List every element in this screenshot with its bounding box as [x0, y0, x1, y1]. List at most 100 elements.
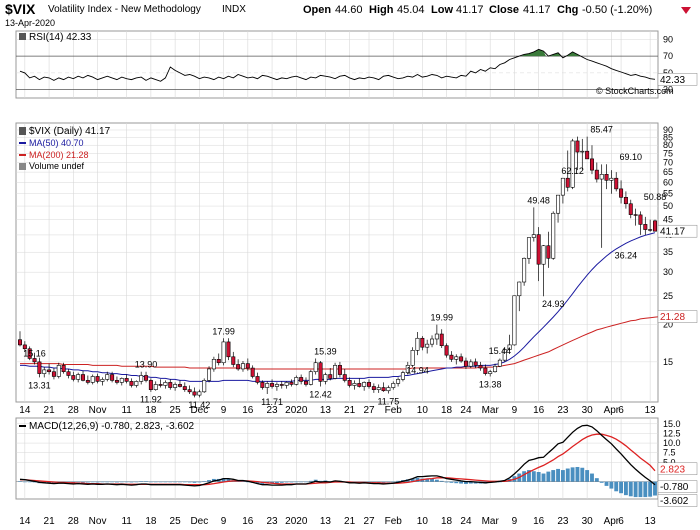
price-tick-label: 65	[663, 167, 673, 177]
candle-body	[22, 344, 27, 350]
candle-body	[376, 387, 381, 390]
macd-histogram-bar	[415, 477, 420, 482]
candle-body	[236, 364, 241, 370]
symbol-label: $VIX	[5, 1, 36, 17]
x-axis-label: 28	[68, 405, 80, 416]
price-tick-label: 50	[663, 201, 673, 211]
rsi-tick-label: 90	[663, 34, 673, 44]
candle-body	[522, 257, 527, 283]
macd-tick-label: 5.0	[663, 457, 676, 467]
macd-histogram-bar	[81, 481, 85, 483]
low-label: Low	[431, 4, 453, 16]
x-axis-label: 27	[363, 516, 375, 527]
price-tick-label: 75	[663, 149, 673, 159]
candle-body	[153, 384, 158, 390]
candle-body	[85, 380, 90, 383]
x-axis-label: 21	[344, 405, 356, 416]
macd-histogram-bar	[522, 471, 527, 482]
panel-frame-1	[15, 122, 659, 403]
macd-histogram-bar	[192, 481, 197, 483]
x-axis-label: 9	[221, 516, 227, 527]
x-axis-label: 10	[417, 516, 429, 527]
ma50-line	[20, 232, 656, 382]
price-legend-main: $VIX (Daily) 41.17	[29, 126, 111, 137]
candle-body	[541, 245, 546, 265]
price-tick-label: 80	[663, 140, 673, 150]
candle-body	[391, 383, 396, 388]
macd-histogram-bar	[32, 481, 37, 483]
macd-histogram-bar	[623, 481, 628, 496]
candle-body	[502, 349, 507, 361]
x-axis-label: 21	[44, 405, 56, 416]
price-tick-label: 70	[663, 158, 673, 168]
x-axis-label: 18	[441, 516, 453, 527]
close-label: Close	[489, 4, 519, 16]
macd-histogram-bar	[197, 481, 202, 483]
macd-histogram-bar	[590, 473, 594, 482]
candle-body	[493, 365, 498, 373]
candle-body	[633, 214, 638, 216]
candle-body	[163, 382, 168, 386]
x-axis-label: Nov	[89, 405, 107, 416]
macd-histogram-bar	[134, 481, 139, 483]
candle-body	[61, 365, 66, 373]
change-value: -0.50 (-1.20%)	[582, 4, 653, 16]
macd-histogram-bar	[90, 481, 95, 483]
x-axis-label: 23	[266, 405, 278, 416]
macd-histogram-bar	[66, 481, 71, 483]
macd-histogram-bar	[47, 481, 52, 484]
candle-body	[216, 359, 221, 364]
macd-histogram-bar	[173, 481, 178, 483]
candle-body	[386, 387, 391, 392]
candle-body	[623, 197, 628, 205]
macd-histogram-bar	[76, 481, 81, 483]
candle-body	[609, 177, 614, 181]
candle-body	[95, 376, 100, 382]
price-annotation: 85.47	[590, 125, 613, 135]
macd-histogram-bar	[376, 481, 381, 483]
change-label: Chg	[557, 4, 579, 16]
candle-body	[76, 374, 81, 380]
price-annotation: 36.24	[615, 251, 638, 261]
macd-histogram-bar	[202, 481, 207, 482]
macd-histogram-bar	[464, 481, 468, 484]
macd-histogram-bar	[168, 481, 173, 483]
macd-histogram-bar	[274, 481, 279, 484]
x-axis-label: 23	[266, 516, 278, 527]
macd-histogram-bar	[594, 478, 599, 482]
price-annotation: 11.71	[261, 397, 283, 407]
macd-histogram-bar	[119, 481, 124, 483]
macd-histogram-bar	[599, 481, 604, 483]
candle-body	[37, 361, 42, 374]
panel-frame-0	[15, 30, 659, 99]
x-axis-label: 18	[145, 405, 157, 416]
macd-histogram-bar	[124, 481, 129, 483]
price-annotation: 13.31	[28, 380, 51, 390]
candle-body	[197, 391, 202, 396]
candle-body	[526, 237, 531, 259]
candle-body	[619, 188, 624, 198]
price-annotation: 13.38	[479, 380, 502, 390]
x-axis-label: 13	[645, 405, 657, 416]
candle-body	[47, 369, 52, 373]
down-triangle-icon	[681, 7, 691, 14]
copyright-label: © StockCharts.com	[596, 86, 674, 96]
candle-body	[231, 356, 236, 365]
candle-body	[556, 194, 561, 214]
price-tick-label: 45	[663, 215, 673, 225]
x-axis-label: 16	[533, 405, 545, 416]
candle-body	[342, 374, 347, 381]
x-axis-label: 16	[242, 516, 254, 527]
volume-legend-swatch	[19, 163, 26, 170]
x-axis-label: 9	[221, 405, 227, 416]
x-axis-label: Feb	[385, 516, 403, 527]
macd-histogram-bar	[158, 481, 163, 483]
macd-histogram-bar	[182, 481, 187, 483]
candle-body	[430, 338, 435, 345]
candle-body	[173, 384, 178, 388]
candle-body	[158, 384, 163, 386]
macd-histogram-bar	[468, 481, 473, 484]
ma200-legend-label: MA(200) 21.28	[29, 150, 89, 160]
x-axis-label: 30	[582, 405, 594, 416]
macd-last: -0.780	[660, 482, 689, 493]
